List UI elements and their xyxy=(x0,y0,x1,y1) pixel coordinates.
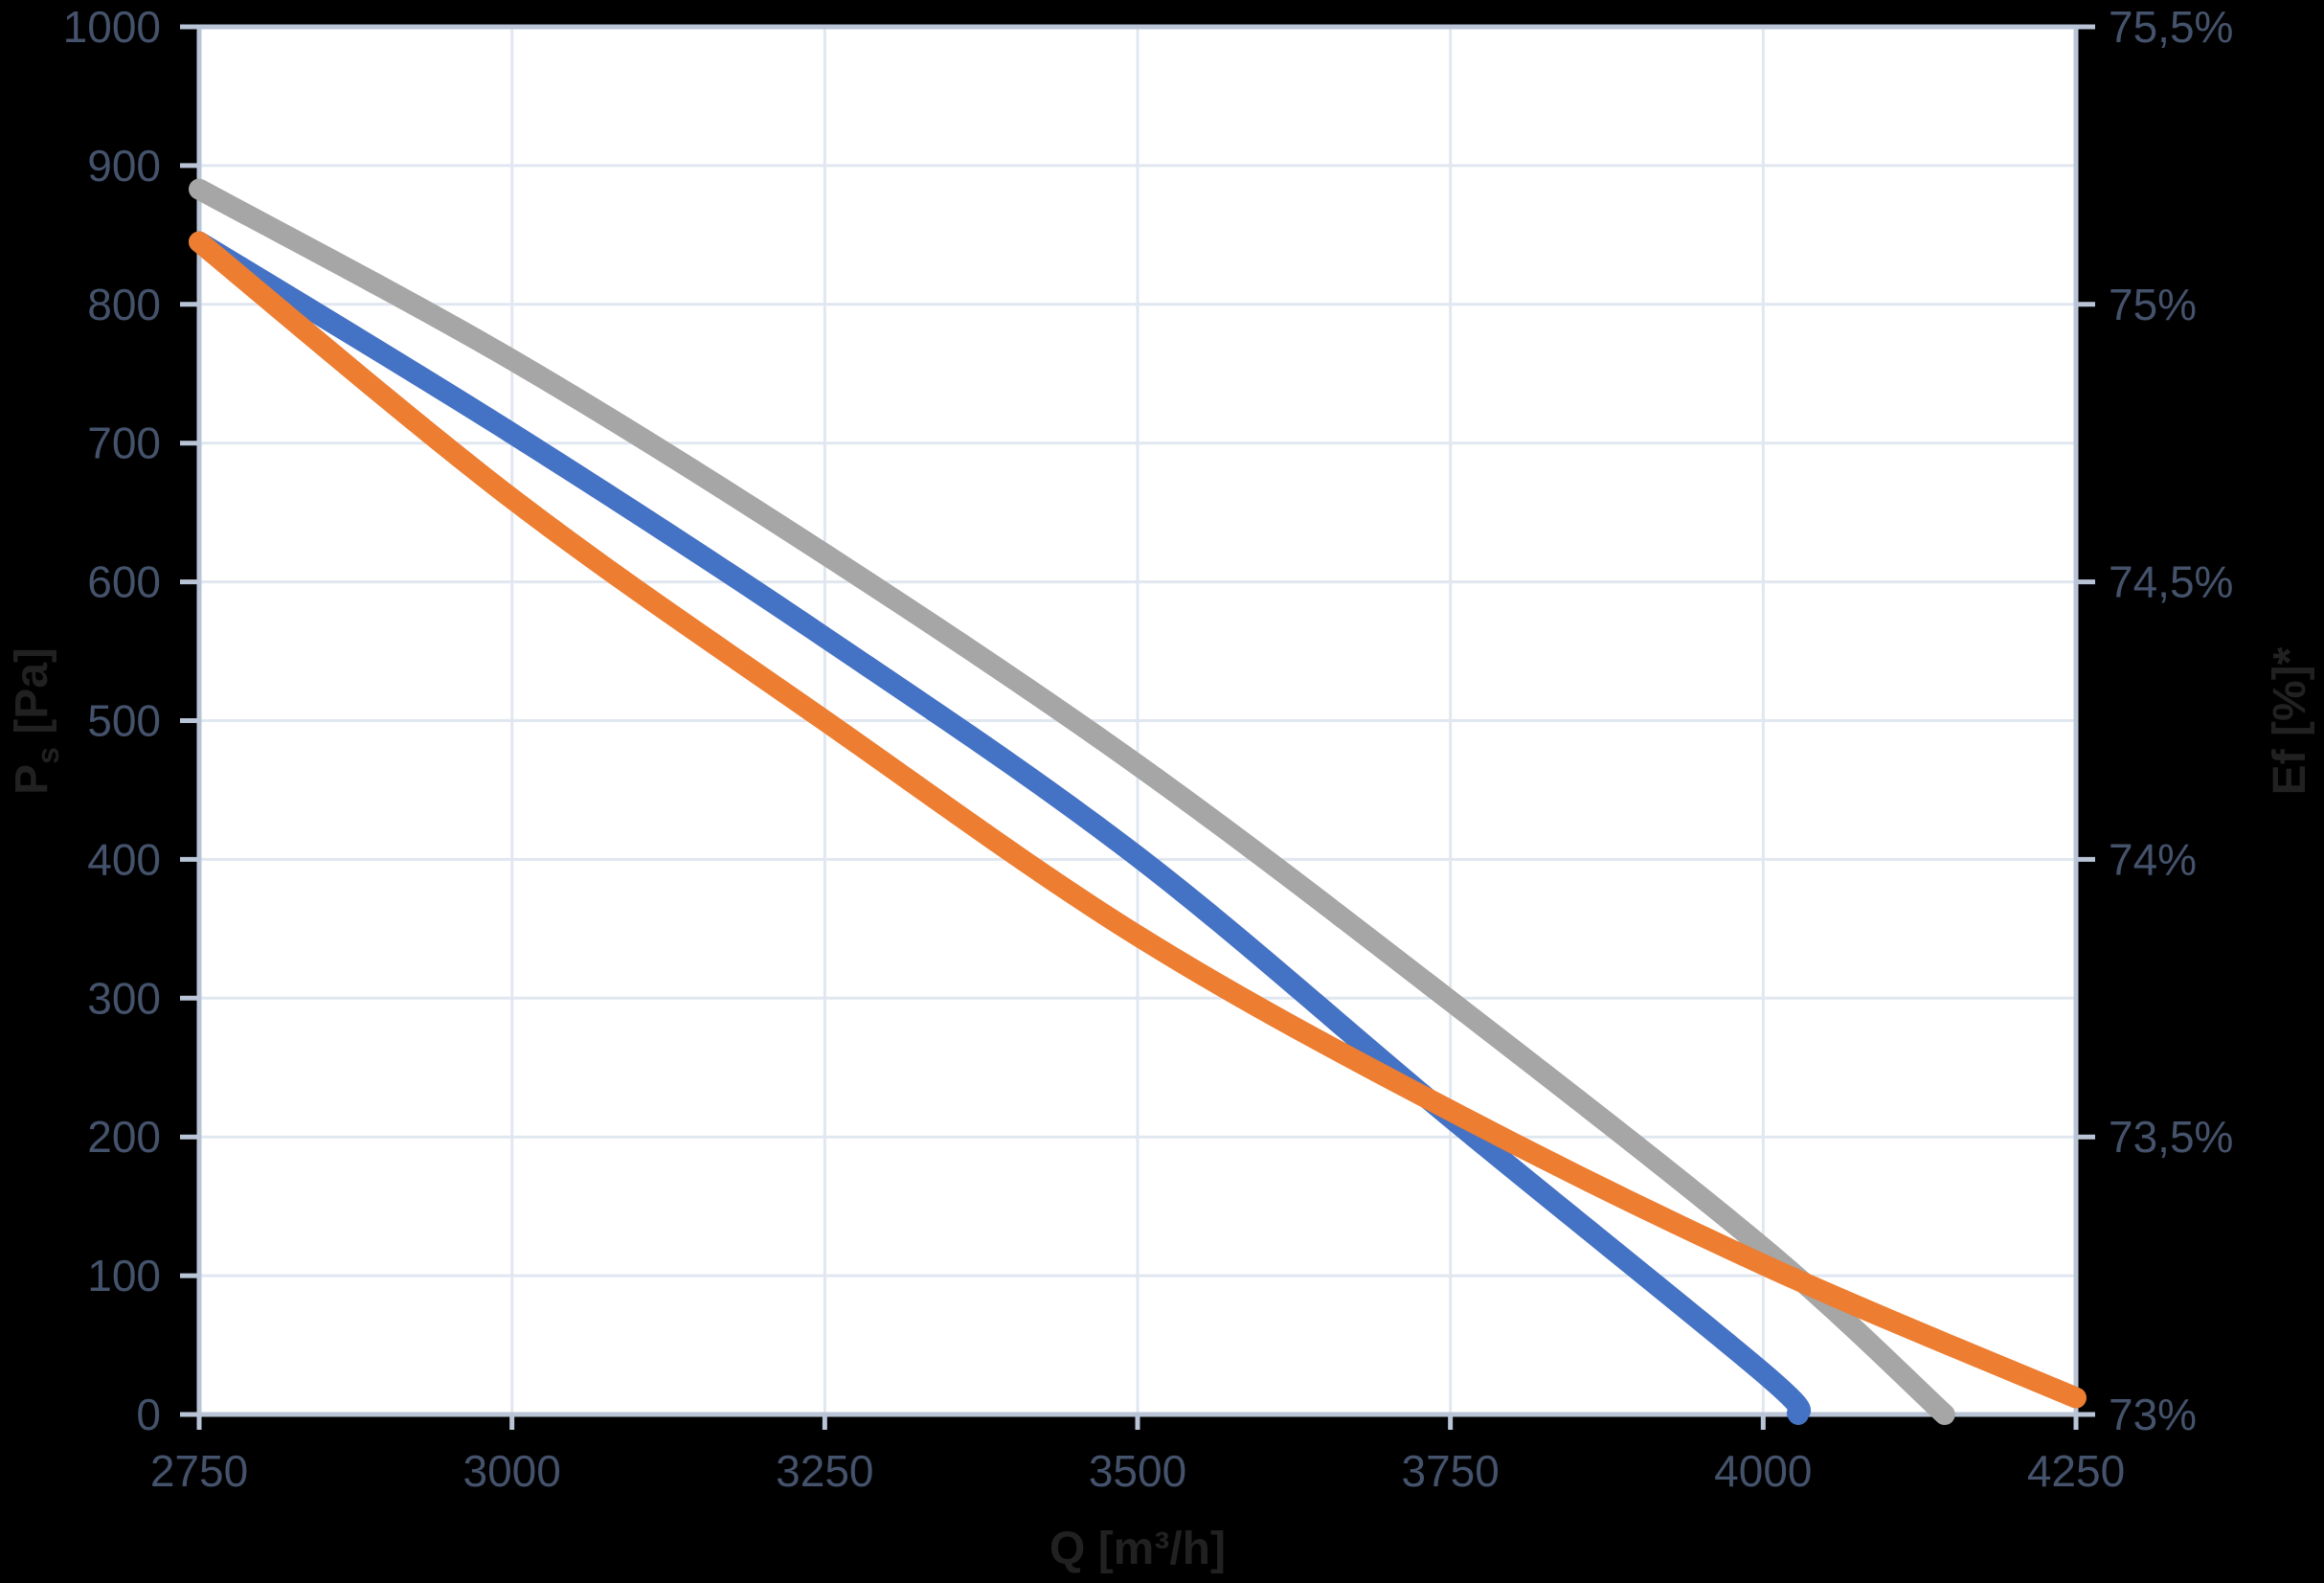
x-tick-label: 2750 xyxy=(150,1446,248,1496)
x-tick-label: 3500 xyxy=(1089,1446,1186,1496)
x-tick-label: 4000 xyxy=(1714,1446,1812,1496)
y-left-title-unit: [Pa] xyxy=(7,647,57,748)
blue-curve xyxy=(189,231,1812,1425)
y-left-tick-label: 400 xyxy=(87,834,161,884)
y-left-tick-label: 600 xyxy=(87,557,161,607)
x-tick-label: 3750 xyxy=(1401,1446,1499,1496)
y-left-title-subscript: s xyxy=(31,747,65,764)
x-axis-title: Q [m³/h] xyxy=(1049,1524,1226,1574)
gray-curve xyxy=(189,178,1955,1425)
y-axis-right-title: Ef [%]* xyxy=(2265,646,2315,796)
y-right-tick-label: 73,5% xyxy=(2109,1112,2233,1162)
y-right-tick-label: 75,5% xyxy=(2109,2,2233,52)
y-axis-left-title: Ps [Pa] xyxy=(0,530,66,913)
y-left-tick-label: 200 xyxy=(87,1112,161,1162)
y-left-tick-label: 900 xyxy=(87,141,161,191)
y-left-tick-label: 300 xyxy=(87,973,161,1023)
y-right-tick-label: 74,5% xyxy=(2109,557,2233,607)
y-right-tick-label: 73% xyxy=(2109,1390,2197,1439)
y-right-tick-label: 75% xyxy=(2109,280,2197,329)
y-left-tick-label: 800 xyxy=(87,280,161,329)
y-left-tick-label: 500 xyxy=(87,696,161,746)
y-left-tick-label: 700 xyxy=(87,418,161,468)
y-left-title-main: P xyxy=(7,763,57,795)
x-tick-label: 3000 xyxy=(463,1446,560,1496)
y-left-tick-label: 0 xyxy=(136,1390,161,1439)
x-tick-label: 3250 xyxy=(776,1446,873,1496)
x-tick-label: 4250 xyxy=(2027,1446,2125,1496)
y-left-tick-label: 1000 xyxy=(63,2,161,52)
y-right-tick-label: 74% xyxy=(2109,834,2197,884)
orange-curve xyxy=(189,231,2087,1409)
y-left-tick-label: 100 xyxy=(87,1251,161,1300)
